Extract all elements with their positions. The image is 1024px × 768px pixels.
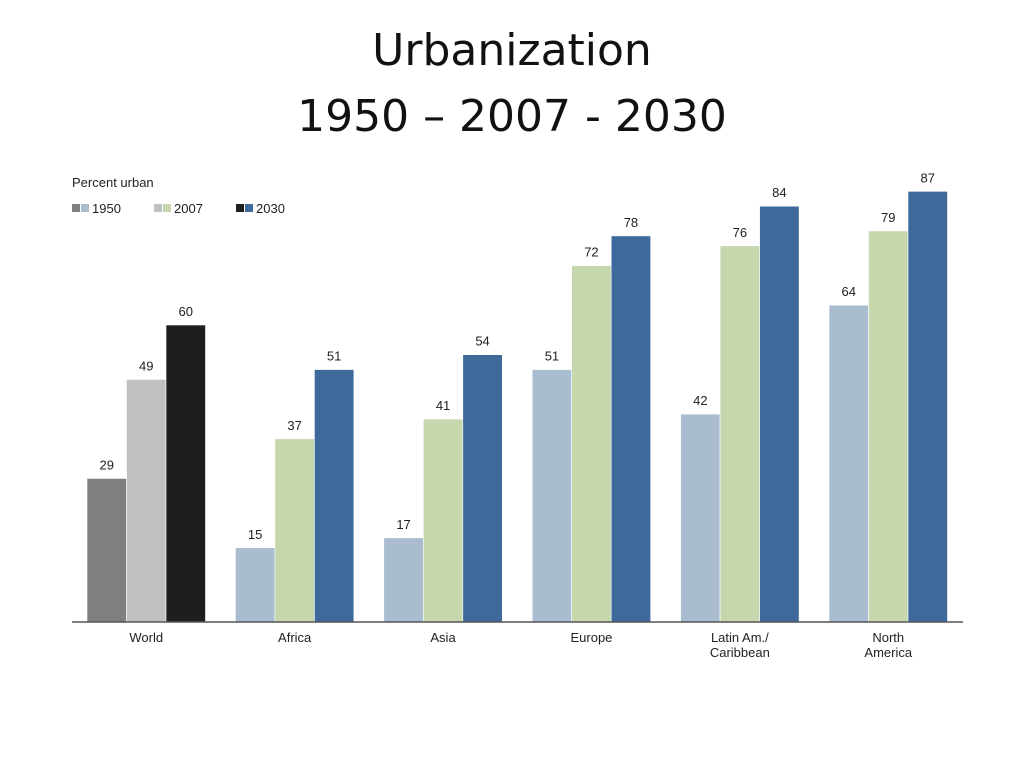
value-label-2007-4: 76 [733, 225, 747, 240]
value-labels-group: 29 49 60 15 37 51 17 41 54 51 72 78 42 76 84 64 79 87 [100, 170, 935, 541]
category-labels-group: World Africa Asia Europe Latin Am./Caribbean… [129, 630, 912, 660]
bar-2030-5 [907, 191, 948, 623]
bar-2007-2 [422, 418, 464, 623]
bar-2030-3 [610, 235, 652, 623]
bar-1950-2 [383, 537, 424, 623]
value-label-2007-5: 79 [881, 210, 895, 225]
legend-swatch-2030-0 [236, 204, 244, 212]
value-label-2030-4: 84 [772, 185, 786, 200]
bar-1950-5 [828, 304, 869, 623]
value-label-2007-2: 41 [436, 398, 450, 413]
bar-2007-5 [868, 230, 909, 623]
category-label-1: Africa [278, 630, 312, 645]
value-label-1950-0: 29 [100, 457, 114, 472]
legend-swatch-1950-1 [81, 204, 89, 212]
legend-swatch-2007-0 [154, 204, 162, 212]
bar-1950-4 [680, 413, 721, 623]
bar-2007-0 [126, 379, 167, 623]
value-label-2030-2: 54 [475, 334, 489, 349]
value-label-1950-3: 51 [545, 349, 559, 364]
legend-label-2007: 2007 [174, 201, 203, 216]
value-label-2030-0: 60 [179, 304, 193, 319]
bar-1950-3 [531, 369, 573, 623]
legend-swatch-2007-1 [163, 204, 171, 212]
value-label-2007-3: 72 [584, 245, 598, 260]
bar-2030-4 [759, 205, 800, 623]
category-label-0: World [129, 630, 163, 645]
value-label-1950-2: 17 [396, 517, 410, 532]
category-label-3: Europe [570, 630, 612, 645]
title-line-2: 1950 – 2007 - 2030 [297, 91, 727, 142]
legend: 1950 2007 2030 [72, 201, 285, 216]
value-label-2007-0: 49 [139, 358, 153, 373]
y-axis-label: Percent urban [72, 175, 154, 190]
bar-1950-1 [235, 547, 276, 623]
value-label-2030-1: 51 [327, 349, 341, 364]
bar-2030-0 [165, 324, 206, 623]
slide-title: Urbanization 1950 – 2007 - 2030 [0, 18, 1024, 150]
value-label-2030-5: 87 [921, 170, 935, 185]
legend-swatch-2030-1 [245, 204, 253, 212]
bars-group [86, 191, 948, 623]
bar-2007-3 [571, 265, 612, 623]
bar-2030-1 [314, 369, 355, 623]
bar-1950-0 [86, 478, 127, 623]
category-label-2: Asia [430, 630, 456, 645]
legend-label-2030: 2030 [256, 201, 285, 216]
category-label-4: Latin Am./Caribbean [710, 630, 770, 660]
value-label-1950-1: 15 [248, 527, 262, 542]
legend-label-1950: 1950 [92, 201, 121, 216]
legend-swatch-1950-0 [72, 204, 80, 212]
bar-2007-1 [274, 438, 315, 623]
bar-2030-2 [462, 354, 503, 623]
bar-2007-4 [719, 245, 760, 623]
value-label-2007-1: 37 [287, 418, 301, 433]
value-label-1950-4: 42 [693, 393, 707, 408]
value-label-1950-5: 64 [842, 284, 856, 299]
category-label-5: North America [864, 630, 912, 660]
title-line-1: Urbanization [372, 25, 652, 76]
value-label-2030-3: 78 [624, 215, 638, 230]
